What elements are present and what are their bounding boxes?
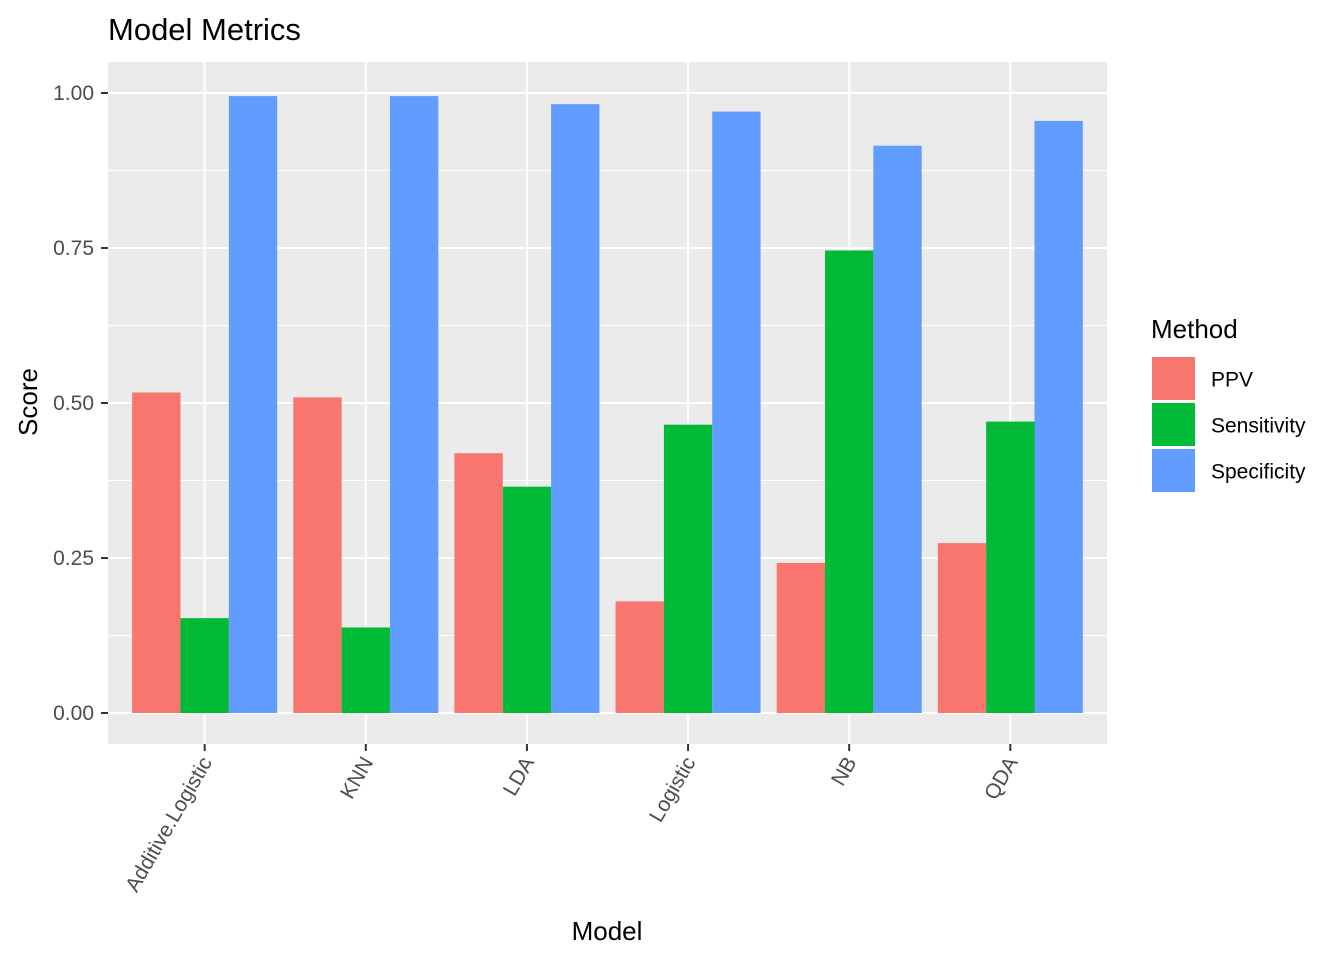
bar-specificity-qda [1034, 120, 1083, 713]
legend-key-specificity [1152, 449, 1195, 492]
bar-sensitivity-knn [341, 627, 390, 713]
x-tick-label: Additive.Logistic [121, 753, 217, 896]
bar-specificity-nb [873, 145, 922, 713]
bar-ppv-logistic [615, 601, 664, 713]
bar-specificity-knn [389, 96, 439, 714]
bar-sensitivity-logistic [663, 424, 713, 713]
y-tick-label: 1.00 [53, 82, 94, 105]
bar-specificity-logistic [712, 111, 761, 714]
x-tick-label: LDA [499, 753, 539, 800]
bar-ppv-knn [293, 397, 342, 713]
bars [132, 96, 1083, 714]
bar-ppv-nb [776, 562, 826, 713]
bar-sensitivity-qda [986, 421, 1035, 713]
legend-key-sensitivity [1152, 403, 1195, 446]
bar-specificity-additive-logistic [228, 96, 278, 714]
legend-label-specificity: Specificity [1211, 461, 1306, 484]
x-tick-label: Logistic [645, 753, 701, 826]
bar-sensitivity-nb [825, 250, 874, 714]
legend-label-ppv: PPV [1211, 369, 1253, 392]
legend-label-sensitivity: Sensitivity [1211, 415, 1306, 438]
x-tick-label: NB [827, 753, 862, 790]
y-axis-title: Score [13, 368, 43, 436]
y-axis: 0.00 0.25 0.50 0.75 1.00 [53, 82, 108, 725]
legend-key-ppv [1152, 357, 1195, 400]
bar-sensitivity-lda [502, 486, 552, 713]
x-tick-label: KNN [336, 753, 378, 803]
y-tick-label: 0.50 [53, 392, 94, 415]
y-tick-label: 0.00 [53, 702, 94, 725]
bar-ppv-lda [454, 453, 503, 713]
y-tick-label: 0.75 [53, 237, 94, 260]
y-tick-label: 0.25 [53, 547, 94, 570]
x-axis: Additive.Logistic KNN LDA Logistic NB QDA [121, 744, 1023, 896]
x-tick-label: QDA [980, 753, 1023, 804]
chart-title: Model Metrics [108, 12, 301, 47]
bar-ppv-additive-logistic [132, 392, 181, 713]
legend-title: Method [1151, 314, 1238, 344]
x-axis-title: Model [572, 916, 643, 946]
bar-ppv-qda [937, 543, 987, 713]
legend: Method PPV Sensitivity Specificity [1151, 314, 1306, 492]
bar-specificity-lda [551, 104, 600, 713]
bar-sensitivity-additive-logistic [180, 618, 229, 713]
